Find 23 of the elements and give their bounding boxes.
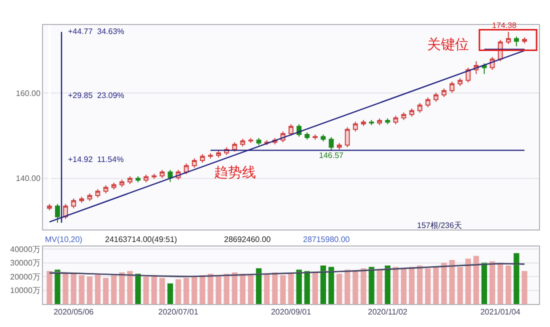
text: 28715980.00 — [303, 235, 350, 244]
annotation: 146.57 — [319, 151, 344, 160]
y-tick-label: 30000万 — [10, 258, 40, 268]
x-tick-label: 2020/07/01 — [158, 308, 199, 317]
y-tick-label: 160.00 — [16, 88, 41, 98]
text: MV(10,20) — [45, 235, 83, 244]
x-tick-label: 2021/01/04 — [480, 308, 521, 317]
x-tick-label: 2020/09/01 — [270, 308, 312, 317]
annotation: 157根/236天 — [417, 221, 462, 230]
y-tick-label: 10000万 — [10, 286, 40, 296]
annotation: 关键位 — [427, 36, 469, 52]
annotation: +29.85 23.09% — [68, 91, 124, 100]
annotation: 174.38 — [492, 21, 518, 30]
text: 28692460.00 — [224, 235, 272, 244]
y-tick-label: 40000万 — [10, 244, 40, 254]
annotation: 趋势线 — [214, 164, 256, 180]
annotation: +14.92 11.54% — [68, 155, 124, 164]
x-tick-label: 2020/11/02 — [368, 308, 408, 317]
x-tick-label: 2020/05/06 — [54, 308, 94, 317]
y-tick-label: 140.00 — [16, 174, 41, 184]
text: 24163714.00(49:51) — [105, 235, 178, 244]
annotation: +44.77 34.63% — [68, 27, 124, 36]
y-tick-label: 20000万 — [10, 272, 40, 282]
